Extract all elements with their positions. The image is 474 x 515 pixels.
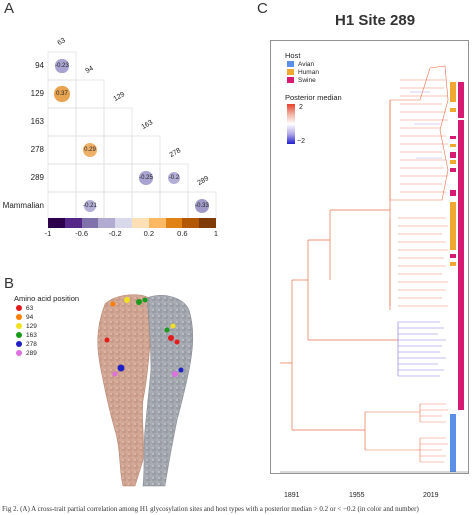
panel-c-letter: C [257, 0, 268, 17]
row-label: 163 [30, 117, 44, 126]
amino-acid-legend-item: 163 [16, 332, 37, 339]
legend-dot-icon [16, 341, 22, 348]
posterior-low-label: −2 [297, 138, 305, 145]
amino-acid-legend-item: 94 [16, 314, 33, 321]
tree-axis-tick-label: 1891 [284, 492, 300, 499]
correlation-circle: -0.33 [194, 198, 210, 214]
correlation-circle: 0.37 [54, 86, 70, 102]
correlation-circle: -0.2 [167, 171, 181, 185]
matrix-cell-3-3 [131, 135, 161, 165]
posterior-legend-title: Posterior median [285, 93, 342, 102]
amino-acid-legend-item: 278 [16, 341, 37, 348]
host-legend-item: Avian [287, 61, 314, 68]
legend-item-label: 129 [26, 323, 37, 330]
legend-dot-icon [16, 314, 22, 321]
correlation-circle: -0.21 [83, 199, 97, 213]
legend-dot-icon [16, 323, 22, 330]
tree-frame [270, 40, 469, 474]
colorbar-tick-label: 0.6 [177, 229, 188, 238]
host-swatch-icon [287, 61, 294, 68]
correlation-circle: -0.25 [139, 171, 153, 185]
matrix-cell-5-3 [131, 191, 161, 221]
colorbar-swatch [64, 218, 82, 228]
tree-clade-lower [365, 403, 448, 463]
row-label: 94 [35, 61, 44, 70]
tree-clade-purple [397, 321, 446, 377]
row-label: 289 [30, 173, 44, 182]
matrix-cell-3-2 [103, 135, 133, 165]
colorbar-tick-label: -0.6 [75, 229, 89, 238]
matrix-cell-4-0 [47, 163, 77, 193]
host-legend-label: Human [298, 69, 319, 76]
legend-item-label: 94 [26, 314, 34, 321]
colorbar-swatch [131, 218, 149, 228]
colorbar-swatch [165, 218, 183, 228]
panel-a-letter: A [4, 0, 15, 17]
posterior-gradient-bar [287, 104, 295, 144]
correlation-circle: 0.29 [82, 142, 98, 158]
amino-acid-legend-item: 129 [16, 323, 37, 330]
colorbar-swatch [148, 218, 166, 228]
colorbar-tick-label: -0.2 [108, 229, 122, 238]
matrix-cell-3-0 [47, 135, 77, 165]
tree-clade-upper [389, 65, 449, 201]
legend-item-label: 163 [26, 332, 37, 339]
panel-b-letter: B [4, 275, 15, 292]
legend-dot-icon [16, 305, 22, 312]
legend-dot-icon [16, 350, 22, 357]
matrix-cell-2-2 [103, 107, 133, 137]
matrix-cell-5-4 [159, 191, 189, 221]
matrix-cell-5-0 [47, 191, 77, 221]
colorbar-swatch [199, 218, 216, 228]
legend-dot-icon [16, 332, 22, 339]
host-annotation-strip [450, 82, 464, 472]
legend-item-label: 289 [26, 350, 37, 357]
host-legend-item: Human [287, 69, 319, 76]
colorbar-swatch [81, 218, 99, 228]
host-legend-label: Swine [298, 77, 316, 84]
host-legend-item: Swine [287, 77, 316, 84]
phylogenetic-tree [270, 40, 469, 474]
matrix-cell-2-0 [47, 107, 77, 137]
row-label: 278 [30, 145, 44, 154]
colorbar-swatch [98, 218, 116, 228]
colorbar-ticks: -1 -0.6 -0.2 0.2 0.6 1 [38, 229, 228, 239]
colorbar-tick-label: 0.2 [143, 229, 155, 238]
matrix-cell-4-1 [75, 163, 105, 193]
figure-caption: Fig 2. (A) A cross-trait partial correla… [2, 505, 419, 513]
amino-acid-legend-item: 289 [16, 350, 37, 357]
colorbar-tick-label: 1 [213, 229, 219, 238]
colorbar-tick-label: -1 [44, 229, 52, 238]
matrix-cell-1-1 [75, 79, 105, 109]
host-legend-title: Host [285, 51, 301, 60]
host-swatch-icon [287, 69, 294, 76]
row-label: Mammalian [2, 201, 44, 210]
colorbar-swatch [48, 218, 65, 228]
host-legend-label: Avian [298, 61, 315, 68]
tree-axis-tick-label: 1955 [349, 492, 365, 499]
colorbar-swatch [115, 218, 132, 228]
tree-axis-tick-label: 2019 [423, 492, 439, 499]
colorbar [48, 218, 216, 228]
colorbar-swatch [182, 218, 200, 228]
host-swatch-icon [287, 77, 294, 84]
matrix-cell-5-2 [103, 191, 133, 221]
tree-title: H1 Site 289 [335, 12, 416, 29]
posterior-high-label: 2 [299, 104, 303, 111]
protein-structure-image [97, 294, 194, 487]
amino-acid-legend-item: 63 [16, 305, 33, 312]
tree-clade-middle [389, 217, 448, 307]
row-label: 129 [30, 89, 44, 98]
tree-branches [280, 100, 398, 450]
legend-item-label: 278 [26, 341, 37, 348]
correlation-matrix: 94 129 163 278 289 Mammalian 63 94 129 163 278 289… [0, 0, 250, 240]
matrix-cell-2-1 [75, 107, 105, 137]
correlation-circle: -0.23 [55, 59, 69, 73]
matrix-cell-4-2 [103, 163, 133, 193]
legend-item-label: 63 [26, 305, 34, 312]
amino-acid-legend-title: Amino acid position [14, 294, 80, 303]
